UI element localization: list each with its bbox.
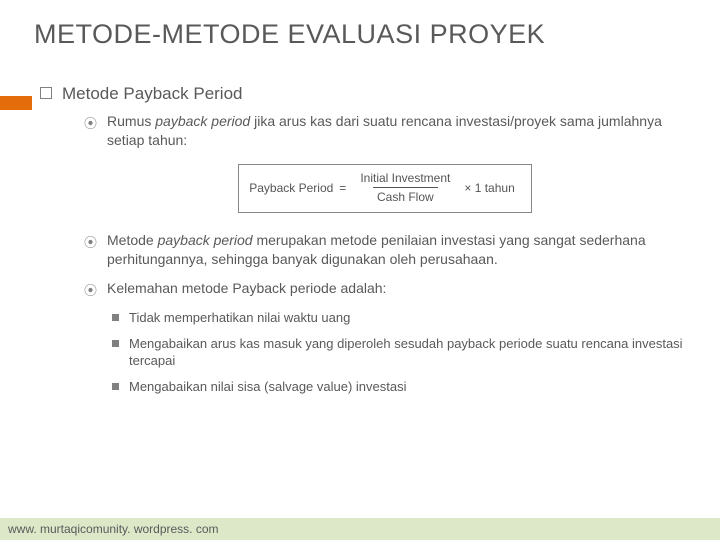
list-item-l3: Mengabaikan arus kas masuk yang diperole…	[112, 335, 686, 370]
footer-bar: www. murtaqicomunity. wordpress. com	[0, 518, 720, 540]
circle-bullet-icon: ⦿	[84, 280, 97, 299]
l3-text: Tidak memperhatikan nilai waktu uang	[129, 309, 350, 327]
list-item-l1: Metode Payback Period	[40, 84, 686, 104]
formula-container: Payback Period = Initial Investment Cash…	[84, 164, 686, 213]
circle-bullet-icon: ⦿	[84, 113, 97, 150]
content-area: Metode Payback Period ⦿ Rumus payback pe…	[34, 84, 686, 395]
square-small-bullet-icon	[112, 314, 119, 321]
l2-text: Rumus payback period jika arus kas dari …	[107, 112, 686, 150]
formula-lhs: Payback Period	[249, 181, 333, 195]
l3-text: Mengabaikan arus kas masuk yang diperole…	[129, 335, 686, 370]
circle-bullet-icon: ⦿	[84, 232, 97, 269]
l3-text: Mengabaikan nilai sisa (salvage value) i…	[129, 378, 406, 396]
footer-text: www. murtaqicomunity. wordpress. com	[8, 522, 219, 536]
l2-text: Metode payback period merupakan metode p…	[107, 231, 686, 269]
formula-box: Payback Period = Initial Investment Cash…	[238, 164, 532, 213]
formula-fraction: Initial Investment Cash Flow	[356, 171, 454, 204]
formula-numerator: Initial Investment	[356, 171, 454, 187]
list-item-l3: Mengabaikan nilai sisa (salvage value) i…	[112, 378, 686, 396]
list-item-l3: Tidak memperhatikan nilai waktu uang	[112, 309, 686, 327]
list-item-l2: ⦿ Rumus payback period jika arus kas dar…	[84, 112, 686, 150]
square-small-bullet-icon	[112, 340, 119, 347]
list-item-l2: ⦿ Metode payback period merupakan metode…	[84, 231, 686, 269]
square-bullet-icon	[40, 87, 52, 99]
list-item-l2: ⦿ Kelemahan metode Payback periode adala…	[84, 279, 686, 299]
page-title: METODE-METODE EVALUASI PROYEK	[34, 18, 686, 50]
formula-suffix: × 1 tahun	[464, 181, 514, 195]
formula-denominator: Cash Flow	[373, 187, 438, 204]
formula-eq: =	[339, 181, 346, 195]
l1-text: Metode Payback Period	[62, 84, 243, 104]
square-small-bullet-icon	[112, 383, 119, 390]
accent-bar	[0, 96, 32, 110]
l2-text: Kelemahan metode Payback periode adalah:	[107, 279, 386, 299]
